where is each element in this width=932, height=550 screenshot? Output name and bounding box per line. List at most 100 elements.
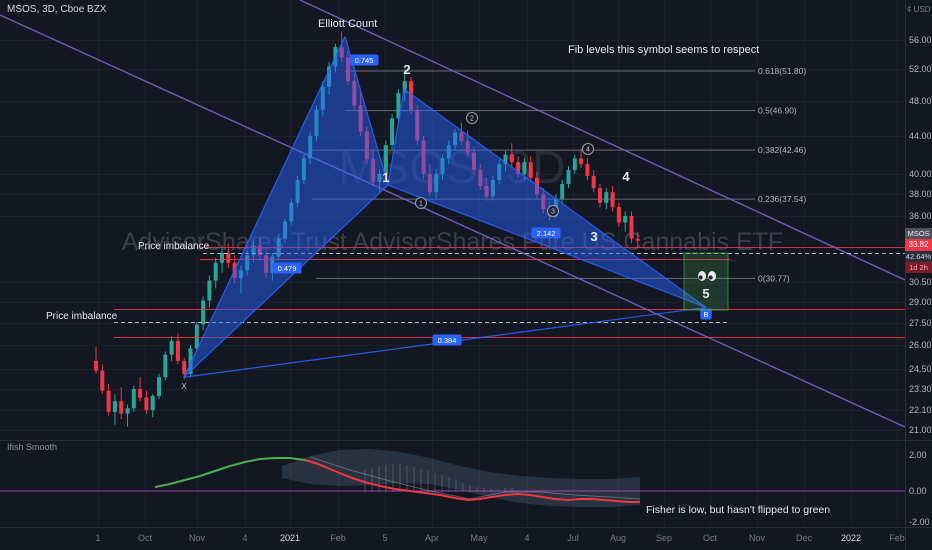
svg-text:2.142: 2.142: [537, 229, 556, 238]
svg-text:0.745: 0.745: [355, 56, 374, 65]
time-axis[interactable]: 1 Oct Nov 4 2021 Feb 5 Apr May 4 Jul Aug Sep Oct Nov De…: [0, 527, 932, 550]
fib-retracement-tool[interactable]: 0.618(51.80) 0.5(46.90) 0.382(42.46) 0.236(…: [312, 66, 806, 283]
note-price-imbalance-upper[interactable]: Price imbalance: [138, 241, 210, 252]
time-axis-label: Feb: [889, 533, 905, 543]
note-price-imbalance-lower[interactable]: Price imbalance: [46, 311, 118, 322]
candle-body: [138, 389, 143, 398]
candle-body: [427, 173, 432, 193]
symbol-info-badge[interactable]: MSOS 33.82 42.64% 1d 2h: [905, 228, 932, 273]
candle-body: [440, 158, 445, 174]
price-axis[interactable]: 56.00 52.00 48.00 44.00 40.00 38.00 36.00 30.50…: [905, 0, 932, 550]
candle-body: [528, 162, 533, 178]
candle-body: [459, 132, 464, 142]
candle-body: [572, 158, 577, 170]
fisher-indicator-pane[interactable]: [0, 449, 905, 507]
time-axis-label: Apr: [424, 533, 440, 543]
candle-body: [396, 93, 401, 119]
note-fisher-status[interactable]: Fisher is low, but hasn't flipped to gre…: [646, 504, 831, 516]
time-axis-label: Feb: [330, 533, 346, 543]
badge-last-price: 33.82: [905, 239, 932, 251]
candle-body: [175, 340, 180, 361]
candle-body: [182, 360, 187, 374]
candle-body: [207, 280, 212, 301]
time-axis-label: Aug: [609, 533, 627, 543]
candle-body: [616, 207, 621, 223]
price-axis-label: 38.00: [909, 189, 932, 200]
pattern-point-label: X: [181, 382, 187, 391]
svg-text:0.384: 0.384: [438, 336, 457, 345]
price-imbalance-lines[interactable]: [114, 247, 905, 338]
fib-level-label: 0.618(51.80): [758, 66, 806, 76]
candle-body: [509, 154, 514, 163]
elliott-wave-labels[interactable]: 1 2 3 4 5 1 2 3 4: [382, 62, 709, 301]
fib-level-label: 0.236(37.54): [758, 194, 806, 204]
candle-body: [377, 173, 382, 182]
candle-body: [591, 175, 596, 189]
candle-body: [169, 340, 174, 355]
price-axis-label: 23.30: [909, 384, 932, 394]
candle-body: [100, 370, 105, 391]
pattern-ratio-badge: [272, 262, 302, 274]
candle-body: [503, 154, 508, 165]
candle-body: [364, 131, 369, 160]
candle-body: [301, 158, 306, 180]
price-axis-label: 27.50: [909, 318, 932, 329]
indicator-axis-label: 2.00: [909, 450, 927, 460]
candle-body: [238, 270, 243, 278]
time-axis-label: Dec: [795, 533, 813, 543]
badge-symbol: MSOS: [905, 228, 932, 239]
trendline: [0, 14, 906, 428]
candle-body: [201, 300, 206, 325]
candle-body: [497, 164, 502, 180]
candle-body: [264, 255, 269, 273]
candle-body: [144, 397, 149, 411]
price-axis-label: 52.00: [909, 64, 932, 75]
candle-body: [194, 324, 199, 349]
candle-body: [402, 81, 407, 94]
svg-text:0.479: 0.479: [278, 264, 297, 273]
candle-body: [257, 245, 262, 256]
target-zone[interactable]: [683, 252, 729, 311]
candle-body: [150, 395, 155, 411]
candle-body: [635, 238, 640, 241]
price-axis-label: 22.10: [909, 405, 932, 416]
candle-body: [289, 202, 294, 222]
candle-body: [125, 408, 130, 414]
xabcd-pattern[interactable]: X 0.745 2.142 0.479 0.384 B: [181, 36, 712, 391]
badge-change-percent: 42.64%: [905, 251, 932, 262]
candle-body: [415, 109, 420, 141]
candle-body: [629, 215, 634, 239]
elliott-wave-number: 5: [702, 286, 709, 301]
price-axis-label: 48.00: [909, 96, 932, 107]
note-elliott-count[interactable]: Elliott Count: [318, 18, 378, 30]
time-axis-label: Oct: [702, 533, 718, 543]
candles-layer[interactable]: [94, 31, 640, 427]
candle-body: [472, 152, 476, 170]
pattern-ratio-badge: [531, 227, 561, 239]
elliott-wave-number: 4: [622, 169, 630, 184]
candle-body: [434, 173, 439, 193]
elliott-wave-number: 1: [382, 170, 389, 185]
elliott-subwave-number: 3: [551, 209, 555, 216]
price-axis-label: 26.00: [909, 340, 932, 351]
candle-body: [409, 81, 413, 110]
indicator-axis-label: -2.00: [909, 517, 930, 527]
indicator-title[interactable]: Ifish Smooth: [7, 442, 58, 452]
candle-body: [352, 81, 357, 106]
candle-body: [213, 262, 218, 281]
candle-body: [339, 47, 344, 58]
candle-body: [560, 183, 565, 199]
trendlines[interactable]: [0, 0, 906, 428]
candle-body: [535, 177, 539, 195]
time-axis-label: 4: [242, 533, 248, 543]
time-axis-label: Nov: [188, 533, 206, 543]
currency-unit-label[interactable]: ¢ USD: [907, 5, 931, 14]
note-fib-levels[interactable]: Fib levels this symbol seems to respect: [568, 44, 760, 56]
candle-body: [421, 140, 426, 174]
candle-body: [490, 179, 495, 197]
candle-body: [623, 215, 628, 223]
symbol-legend[interactable]: MSOS, 3D, Cboe BZX: [7, 4, 107, 15]
elliott-wave-number: 2: [403, 62, 410, 77]
